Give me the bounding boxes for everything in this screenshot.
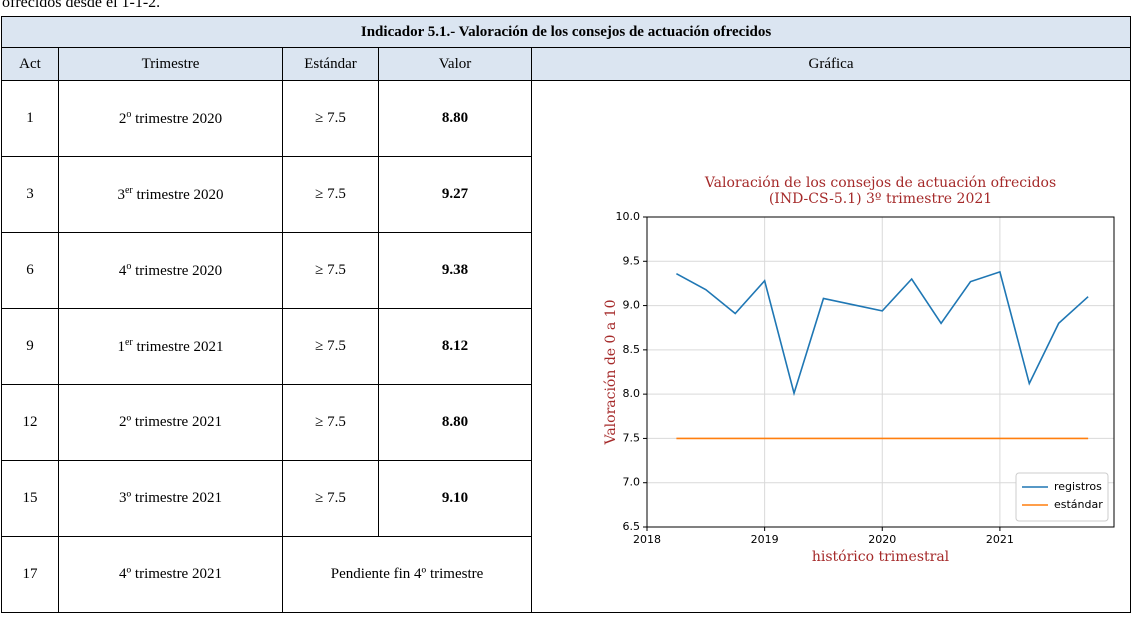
y-tick-label: 9.0: [623, 298, 641, 311]
act-cell: 6: [1, 232, 59, 309]
x-tick-label: 2018: [633, 533, 661, 546]
standard-cell: ≥ 7.5: [282, 156, 379, 233]
trimestre-cell: 4º trimestre 2021: [58, 536, 283, 613]
value-cell: 8.80: [378, 80, 532, 157]
legend-label: estándar: [1054, 498, 1103, 511]
y-tick-label: 8.0: [623, 387, 641, 400]
period: trimestre 2021: [131, 414, 222, 430]
plot-frame: [646, 216, 1115, 527]
chart-title: (IND-CS-5.1) 3º trimestre 2021: [769, 191, 992, 207]
period: trimestre 2020: [131, 111, 223, 127]
act-cell: 12: [1, 384, 59, 461]
y-tick-label: 6.5: [623, 520, 641, 533]
ordinal: 1: [117, 339, 125, 355]
value-cell: 9.10: [378, 460, 532, 537]
period: trimestre 2021: [131, 566, 222, 582]
series-line: [676, 270, 1089, 396]
y-tick-label: 8.5: [623, 342, 641, 355]
value-cell: 9.38: [378, 232, 532, 309]
table-row: 17 4º trimestre 2021 Pendiente fin 4º trim…: [1, 536, 1131, 613]
trimestre-cell: 4o trimestre 2020: [58, 232, 283, 309]
table-title: Indicador 5.1.- Valoración de los consej…: [0, 16, 1132, 48]
column-header: Gráfica: [530, 47, 1132, 81]
note-cell: Pendiente fin 4º trimestre: [282, 536, 532, 613]
y-tick-label: 9.5: [623, 254, 641, 267]
trimestre-cell: 3er trimestre 2020: [58, 156, 283, 233]
x-tick-label: 2021: [986, 533, 1014, 546]
chart-title: Valoración de los consejos de actuación …: [704, 175, 1056, 191]
x-axis-label: histórico trimestral: [812, 549, 950, 565]
table-row: 12 2º trimestre 2021 ≥ 7.5 8.80: [1, 384, 1131, 461]
table-row: 3 3er trimestre 2020 ≥ 7.5 9.27: [1, 156, 1131, 233]
trimestre-cell: 2o trimestre 2020: [58, 80, 283, 157]
act-cell: 15: [1, 460, 59, 537]
chart: Valoración de los consejos de actuación …: [603, 175, 1115, 565]
ordinal-suffix: er: [124, 337, 133, 348]
period: trimestre 2020: [131, 263, 223, 279]
value-cell: 8.80: [378, 384, 532, 461]
ordinal: 4: [118, 263, 127, 279]
legend-box: [1015, 472, 1109, 521]
column-header: Act: [1, 47, 59, 81]
trimestre-cell: 1er trimestre 2021: [58, 308, 283, 385]
x-tick-label: 2019: [751, 533, 779, 546]
y-tick-label: 10.0: [616, 210, 641, 223]
period: trimestre 2021: [132, 339, 224, 355]
standard-cell: ≥ 7.5: [282, 80, 379, 157]
column-header: Trimestre: [58, 47, 283, 81]
ordinal-suffix: o: [126, 109, 132, 120]
table-row: 1 2o trimestre 2020 ≥ 7.5 8.80 Valoración de…: [1, 80, 1132, 613]
indicator-table: Indicador 5.1.- Valoración de los consej…: [0, 16, 1132, 613]
column-header: Estándar: [282, 47, 379, 81]
act-cell: 9: [1, 308, 59, 385]
chart-cell: Valoración de los consejos de actuación …: [530, 80, 1132, 613]
y-tick-label: 7.0: [623, 475, 641, 488]
standard-cell: ≥ 7.5: [282, 384, 379, 461]
standard-cell: ≥ 7.5: [282, 308, 379, 385]
ordinal-suffix: er: [124, 185, 133, 196]
table-row: 9 1er trimestre 2021 ≥ 7.5 8.12: [1, 308, 1131, 385]
ordinal: 2º: [119, 414, 132, 430]
ordinal-suffix: o: [126, 261, 132, 272]
y-axis-label: Valoración de 0 a 10: [603, 299, 619, 445]
act-cell: 3: [1, 156, 59, 233]
column-header: Valor: [378, 47, 532, 81]
period: trimestre 2021: [131, 490, 222, 506]
act-cell: 1: [1, 80, 59, 157]
trimestre-cell: 3º trimestre 2021: [58, 460, 283, 537]
x-tick-label: 2020: [868, 533, 896, 546]
period: trimestre 2020: [132, 187, 224, 203]
ordinal: 4º: [119, 566, 132, 582]
value-cell: 8.12: [378, 308, 532, 385]
ordinal: 2: [118, 111, 127, 127]
legend-label: registros: [1054, 480, 1102, 493]
table-row: 6 4o trimestre 2020 ≥ 7.5 9.38: [1, 232, 1131, 309]
trimestre-cell: 2º trimestre 2021: [58, 384, 283, 461]
y-tick-label: 7.5: [623, 431, 641, 444]
value-cell: 9.27: [378, 156, 532, 233]
ordinal: 3º: [119, 490, 132, 506]
act-cell: 17: [1, 536, 59, 613]
standard-cell: ≥ 7.5: [282, 460, 379, 537]
ordinal: 3: [117, 187, 125, 203]
standard-cell: ≥ 7.5: [282, 232, 379, 309]
intro-text: ofrecidos desde el 1-1-2.: [2, 0, 161, 11]
